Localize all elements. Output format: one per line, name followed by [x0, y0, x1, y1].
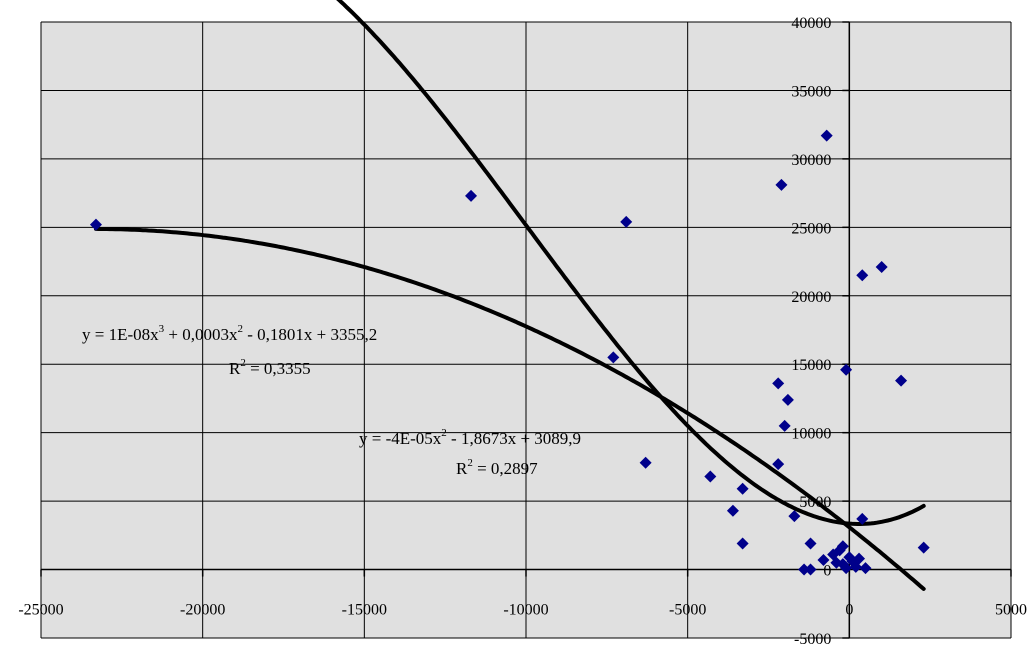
- trendline-2-equation: y = -4E-05x2 - 1,8673x + 3089,9: [359, 427, 581, 448]
- data-point: [607, 351, 620, 364]
- y-tick-label: 25000: [791, 220, 831, 237]
- trendline-1-r2: R2 = 0,3355: [229, 357, 311, 378]
- x-tick-label: 5000: [995, 602, 1027, 619]
- data-point: [788, 510, 801, 523]
- data-point: [620, 215, 633, 228]
- data-point: [856, 512, 869, 525]
- trendline-1-equation: y = 1E-08x3 + 0,0003x2 - 0,1801x + 3355,…: [82, 323, 377, 344]
- data-point: [465, 189, 478, 202]
- data-point: [840, 363, 853, 376]
- y-tick-label: 15000: [791, 357, 831, 374]
- y-tick-label: -5000: [794, 631, 831, 647]
- x-tick-label: -15000: [342, 602, 387, 619]
- y-tick-label: 30000: [791, 152, 831, 169]
- y-tick-label: 10000: [791, 426, 831, 443]
- data-point: [736, 482, 749, 495]
- y-tick-label: 20000: [791, 289, 831, 306]
- data-point: [726, 504, 739, 517]
- x-tick-labels: -25000 -20000 -15000 -10000 -5000 0 5000: [18, 602, 1027, 619]
- data-point: [917, 541, 930, 554]
- data-point: [89, 218, 102, 231]
- data-point: [704, 470, 717, 483]
- data-point: [853, 552, 866, 565]
- y-tick-label: 0: [823, 563, 831, 580]
- y-tick-labels: -500005000100001500020000250003000035000…: [791, 15, 831, 647]
- data-point: [875, 261, 888, 274]
- data-points: [89, 129, 930, 576]
- x-tick-label: -25000: [18, 602, 63, 619]
- data-point: [820, 129, 833, 142]
- data-point: [639, 456, 652, 469]
- data-point: [840, 562, 853, 575]
- data-point: [778, 419, 791, 432]
- data-point: [781, 393, 794, 406]
- data-point: [804, 563, 817, 576]
- x-tick-label: -10000: [503, 602, 548, 619]
- data-point: [804, 537, 817, 550]
- data-point: [895, 374, 908, 387]
- trendline-2: [94, 226, 926, 591]
- data-point: [798, 563, 811, 576]
- data-point: [736, 537, 749, 550]
- x-tick-label: -20000: [180, 602, 225, 619]
- data-point: [817, 553, 830, 566]
- equation-labels: y = 1E-08x3 + 0,0003x2 - 0,1801x + 3355,…: [82, 323, 581, 478]
- data-point: [859, 562, 872, 575]
- data-point: [772, 458, 785, 471]
- trendline-1: [336, 0, 926, 526]
- y-tick-label: 35000: [791, 83, 831, 100]
- y-tick-label: 40000: [791, 15, 831, 32]
- x-tick-label: 0: [845, 602, 853, 619]
- x-tick-label: -5000: [669, 602, 706, 619]
- data-point: [772, 377, 785, 390]
- trendline-2-r2: R2 = 0,2897: [456, 457, 538, 478]
- data-point: [836, 540, 849, 553]
- data-point: [775, 178, 788, 191]
- data-point: [856, 269, 869, 282]
- trendlines: [94, 0, 926, 591]
